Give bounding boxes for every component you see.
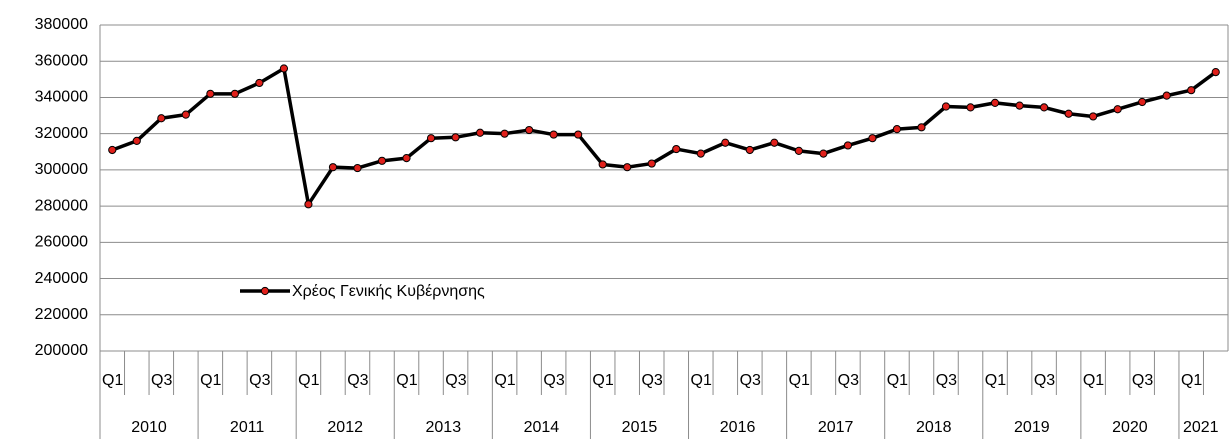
point-marker	[1138, 97, 1147, 107]
y-tick-label: 260000	[35, 234, 88, 251]
point-marker	[941, 102, 951, 111]
point-marker	[745, 145, 754, 155]
x-tick-label: Q1	[691, 372, 712, 389]
x-tick-label: Q1	[592, 372, 613, 389]
point-marker	[966, 103, 975, 112]
point-marker	[402, 154, 411, 163]
x-tick-label: Q3	[151, 372, 172, 389]
y-tick-label: 380000	[35, 16, 88, 33]
point-marker	[990, 98, 1000, 107]
point-marker	[721, 138, 730, 147]
y-tick-label: 240000	[35, 270, 88, 287]
x-tick-label: Q1	[789, 372, 810, 389]
y-tick-label: 300000	[35, 161, 88, 178]
point-marker	[794, 146, 803, 155]
point-marker	[206, 89, 215, 98]
point-marker	[157, 114, 166, 123]
x-tick-label: Q1	[494, 372, 515, 389]
x-group-label: 2018	[916, 419, 952, 436]
x-group-label: 2011	[230, 419, 265, 436]
x-tick-label: Q1	[985, 372, 1006, 389]
point-marker	[770, 138, 779, 147]
y-tick-label: 220000	[35, 306, 88, 323]
point-marker	[1089, 112, 1098, 121]
x-tick-label: Q3	[1034, 372, 1055, 389]
point-marker	[1211, 67, 1220, 77]
point-marker	[108, 145, 117, 155]
point-marker	[181, 110, 190, 119]
point-marker	[696, 149, 705, 158]
point-marker	[843, 141, 853, 150]
point-marker	[598, 160, 607, 169]
x-tick-label: Q3	[641, 372, 662, 389]
point-marker	[255, 78, 264, 88]
point-marker	[353, 163, 362, 173]
x-tick-label: Q1	[200, 372, 221, 389]
x-tick-label: Q1	[887, 372, 908, 389]
point-marker	[328, 163, 338, 172]
x-tick-label: Q3	[249, 372, 270, 389]
point-marker	[1064, 109, 1073, 118]
x-tick-label: Q3	[936, 372, 957, 389]
point-marker	[475, 128, 485, 137]
point-marker	[426, 134, 436, 143]
legend-label: Χρέος Γενικής Κυβέρνησης	[292, 283, 485, 300]
y-tick-label: 320000	[35, 125, 88, 142]
x-group-label: 2017	[818, 419, 854, 436]
point-marker	[549, 130, 558, 139]
x-group-label: 2014	[524, 419, 560, 436]
y-tick-label: 200000	[35, 342, 88, 359]
x-tick-label: Q1	[1083, 372, 1104, 389]
point-marker	[132, 136, 141, 146]
point-marker	[1187, 86, 1196, 95]
point-marker	[1015, 101, 1024, 110]
x-tick-label: Q3	[838, 372, 859, 389]
point-marker	[451, 133, 460, 142]
point-marker	[500, 129, 509, 138]
point-marker	[230, 89, 239, 98]
x-group-label: 2016	[720, 419, 756, 436]
x-group-label: 2021	[1183, 419, 1219, 436]
x-group-label: 2013	[426, 419, 462, 436]
point-marker	[647, 159, 656, 168]
x-tick-label: Q3	[347, 372, 368, 389]
point-marker	[574, 130, 583, 139]
point-marker	[868, 134, 877, 143]
legend-marker	[260, 286, 270, 296]
y-tick-label: 280000	[35, 197, 88, 214]
x-group-label: 2015	[622, 419, 658, 436]
point-marker	[377, 156, 387, 165]
point-marker	[525, 125, 534, 135]
point-marker	[672, 144, 681, 154]
y-tick-label: 340000	[35, 89, 88, 106]
x-group-label: 2012	[327, 419, 363, 436]
x-tick-label: Q3	[445, 372, 466, 389]
x-tick-label: Q3	[543, 372, 564, 389]
x-tick-label: Q1	[102, 372, 123, 389]
x-group-label: 2020	[1112, 419, 1148, 436]
x-tick-label: Q1	[298, 372, 319, 389]
point-marker	[279, 64, 289, 73]
point-marker	[819, 149, 828, 158]
point-marker	[304, 200, 313, 209]
point-marker	[1162, 91, 1171, 100]
x-tick-label: Q3	[1132, 372, 1153, 389]
point-marker	[1113, 105, 1122, 114]
x-group-label: 2010	[131, 419, 167, 436]
point-marker	[1039, 103, 1049, 112]
x-tick-label: Q1	[1181, 372, 1202, 389]
point-marker	[623, 163, 632, 172]
series-line	[111, 66, 1217, 207]
y-tick-label: 360000	[35, 52, 88, 69]
point-marker	[917, 123, 926, 132]
point-marker	[892, 125, 902, 134]
x-tick-label: Q1	[396, 372, 417, 389]
x-tick-label: Q3	[740, 372, 761, 389]
x-group-label: 2019	[1014, 419, 1050, 436]
